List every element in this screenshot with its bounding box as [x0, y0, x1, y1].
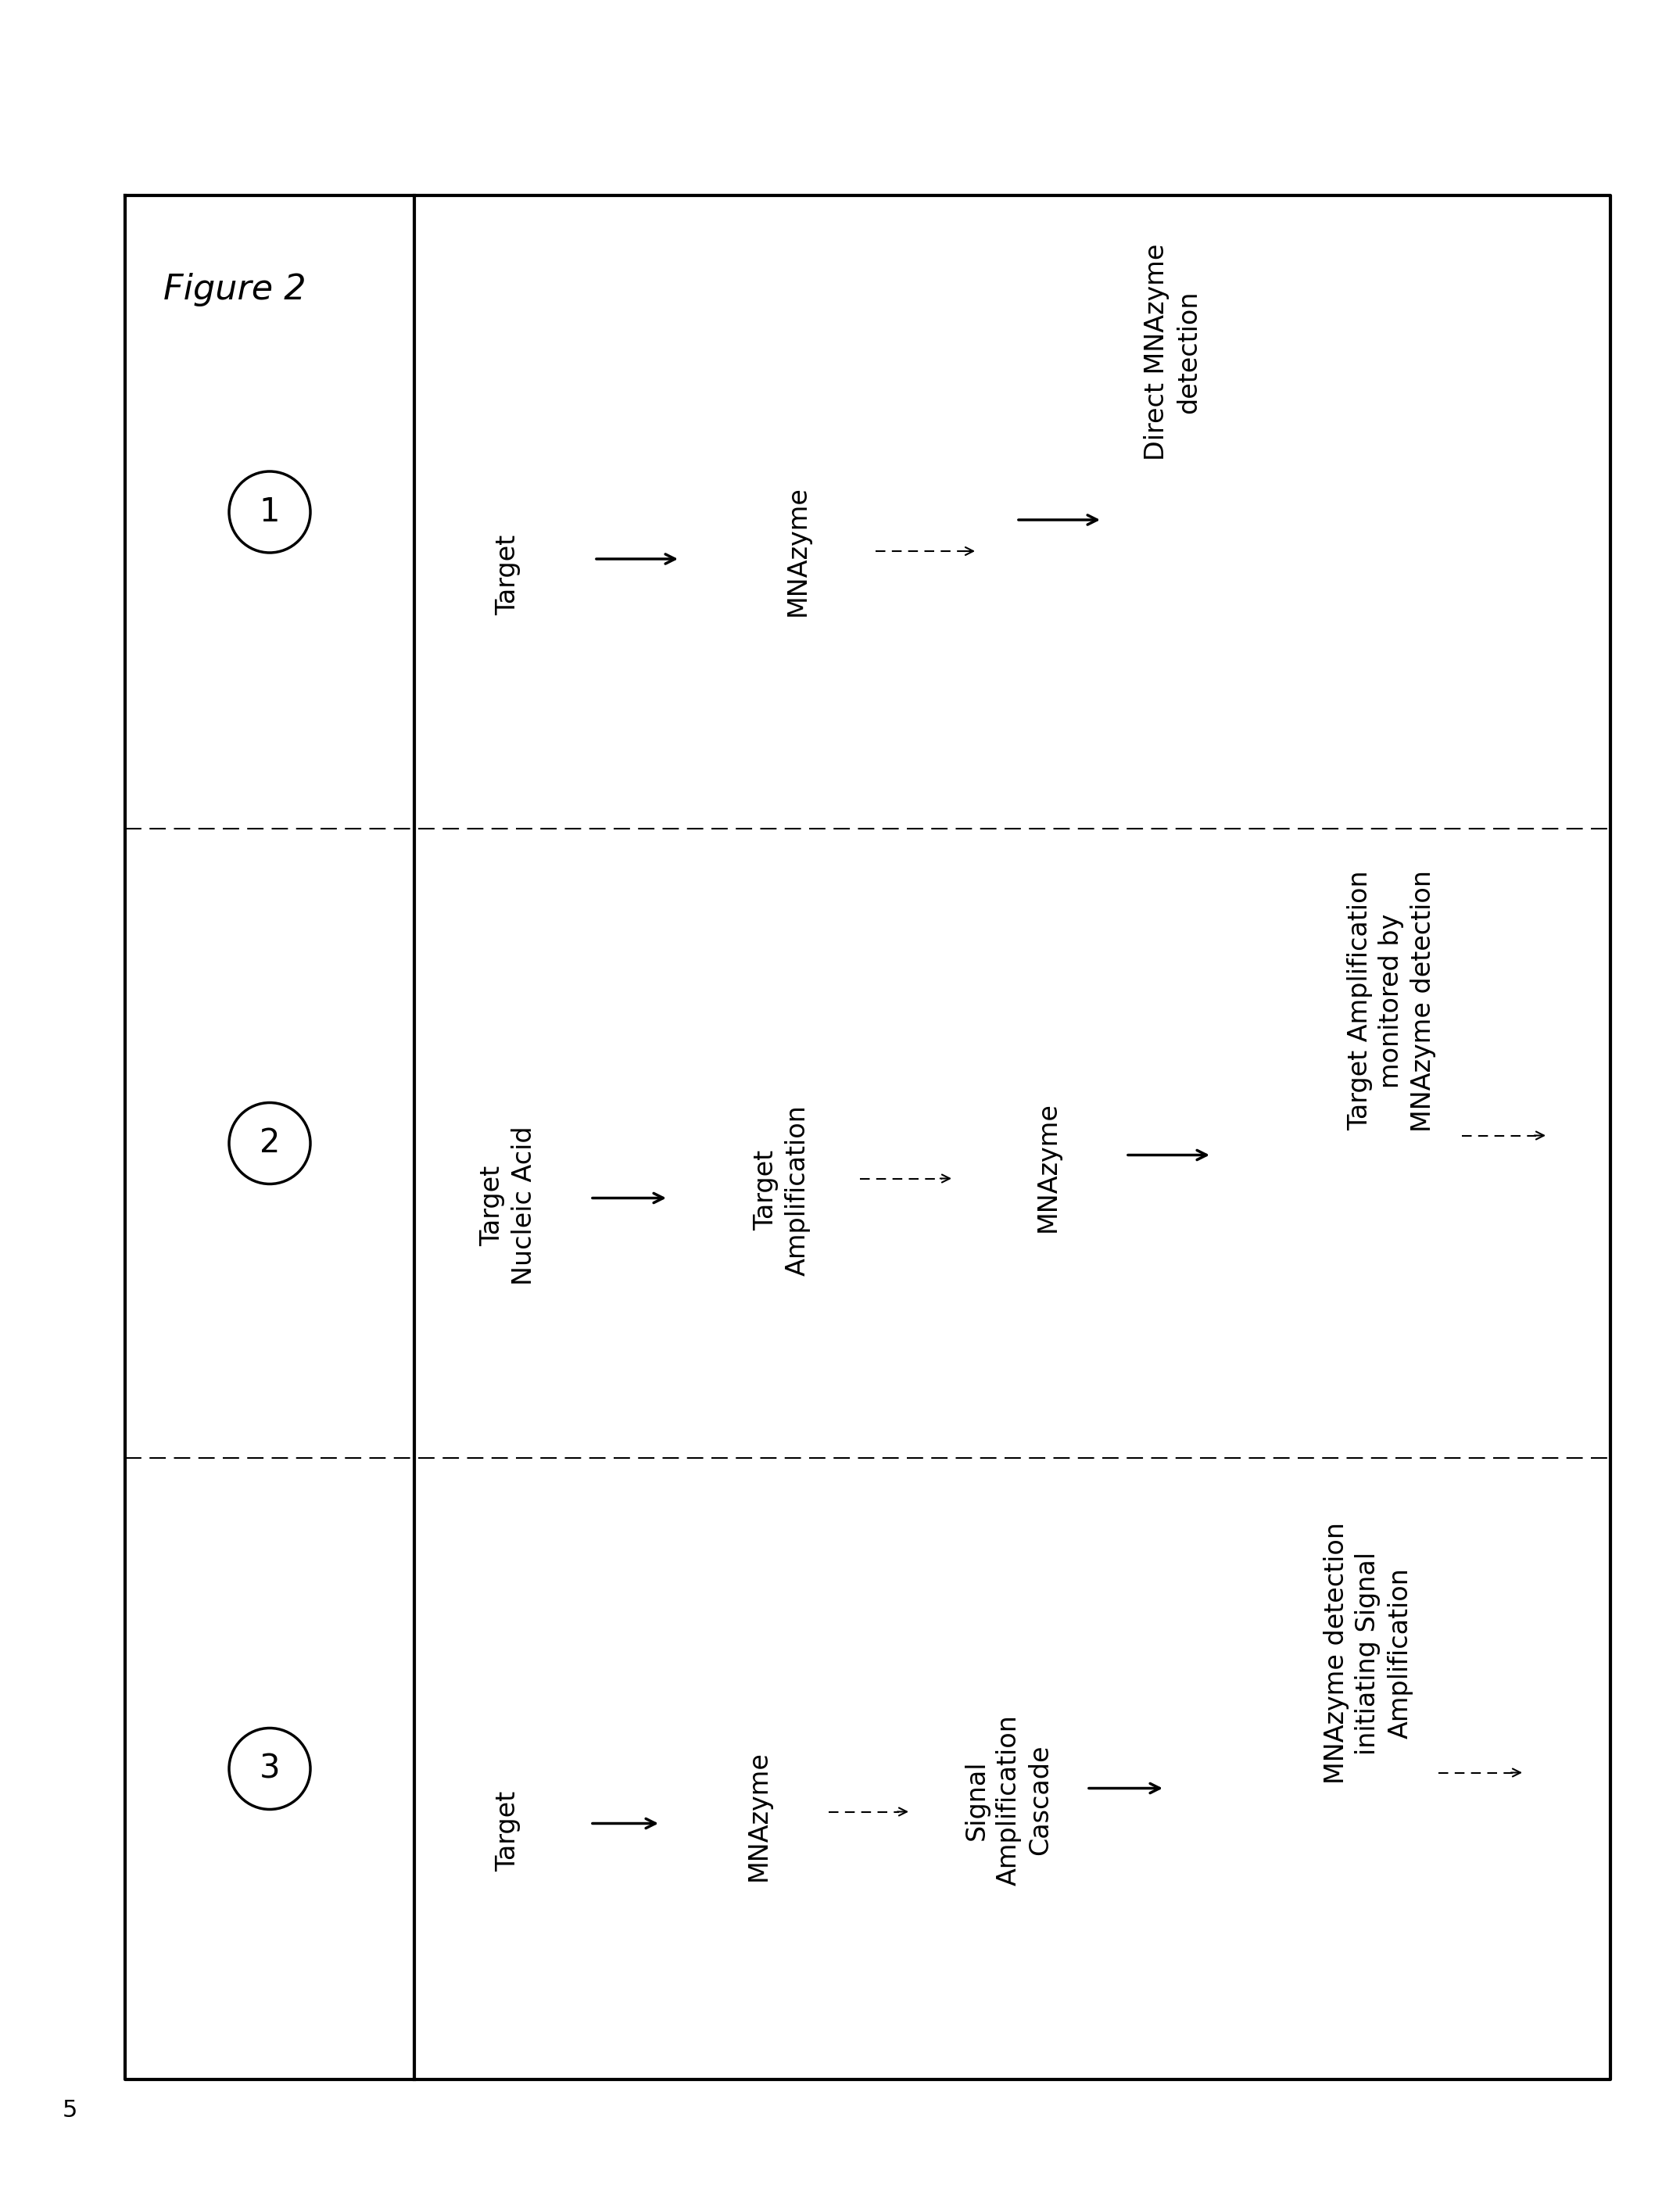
Text: MNAzyme: MNAzyme [1035, 1101, 1060, 1232]
Text: Target Amplification
monitored by
MNAzyme detection: Target Amplification monitored by MNAzym… [1347, 870, 1436, 1132]
Text: 3: 3 [259, 1752, 281, 1785]
Text: Signal
Amplification
Cascade: Signal Amplification Cascade [964, 1715, 1053, 1886]
Text: Direct MNAzyme
detection: Direct MNAzyme detection [1144, 243, 1201, 461]
Text: Target: Target [496, 1792, 521, 1873]
Text: Figure 2: Figure 2 [163, 273, 306, 306]
Text: Target: Target [496, 535, 521, 614]
Text: Target
Amplification: Target Amplification [753, 1106, 811, 1276]
Text: Target
Nucleic Acid: Target Nucleic Acid [479, 1125, 538, 1285]
Text: MNAzyme: MNAzyme [785, 485, 810, 616]
Text: MNAzyme: MNAzyme [746, 1750, 771, 1881]
Text: 2: 2 [259, 1127, 281, 1160]
Text: 5: 5 [62, 2100, 77, 2122]
Text: 1: 1 [259, 496, 281, 529]
Text: MNAzyme detection
initiating Signal
Amplification: MNAzyme detection initiating Signal Ampl… [1324, 1523, 1413, 1785]
